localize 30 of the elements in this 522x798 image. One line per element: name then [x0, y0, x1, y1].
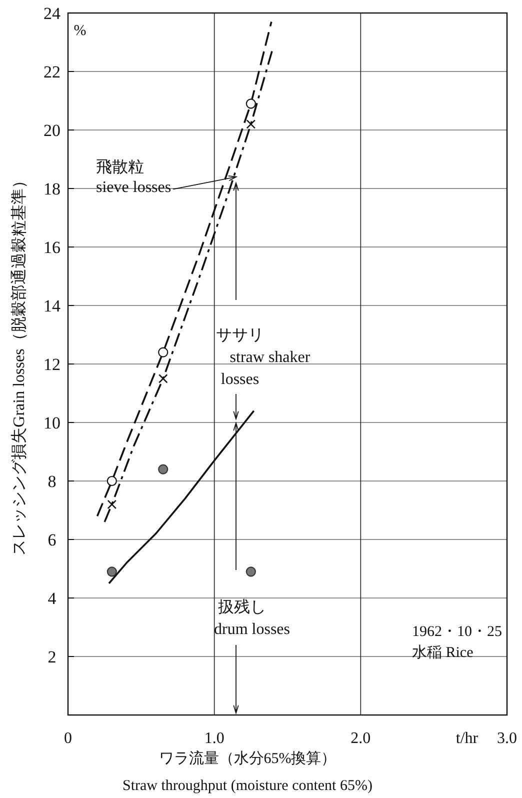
annotation: 水稲 Rice — [412, 644, 474, 661]
annotation: 扱残し — [218, 598, 266, 616]
y-tick-label: 10 — [44, 414, 60, 432]
annotation: drum losses — [214, 621, 290, 638]
text: t/hr — [456, 730, 479, 747]
annotation: 1962・10・25 — [412, 624, 502, 640]
annotation: ササリ — [216, 327, 264, 344]
y-tick-label: 2 — [48, 648, 56, 666]
annotation: sieve losses — [96, 179, 172, 196]
x-axis-title: ワラ流量（水分65%換算） Straw throughput (moisture content 65%) — [122, 750, 372, 794]
y-tick-label: 6 — [48, 530, 56, 550]
x-tick-label: 2.0 — [350, 730, 371, 747]
y-tick-label: 18 — [44, 180, 60, 198]
y-tick-label: 4 — [48, 589, 57, 608]
annotation: straw shaker — [230, 349, 311, 366]
annotation: 飛散粒 — [96, 159, 144, 176]
y-tick-label: 22 — [44, 62, 60, 82]
x-tick-label: 0 — [64, 730, 72, 747]
annotation: losses — [220, 371, 260, 388]
line-series — [108, 410, 255, 584]
x-tick-label: 1.0 — [204, 730, 224, 747]
y-tick-label: 20 — [44, 121, 60, 140]
y-axis-title: スレッシング損失Grain losses（脱穀部通過穀粒基準） — [10, 172, 28, 556]
y-tick-label: 14 — [44, 296, 61, 316]
y-tick-label: 16 — [44, 238, 60, 257]
annotation: % — [74, 23, 86, 39]
x-tick-label: 3.0 — [497, 730, 517, 747]
y-tick-label: 8 — [48, 472, 56, 491]
y-tick-label: 12 — [44, 355, 60, 374]
y-tick-label: 24 — [44, 4, 61, 23]
